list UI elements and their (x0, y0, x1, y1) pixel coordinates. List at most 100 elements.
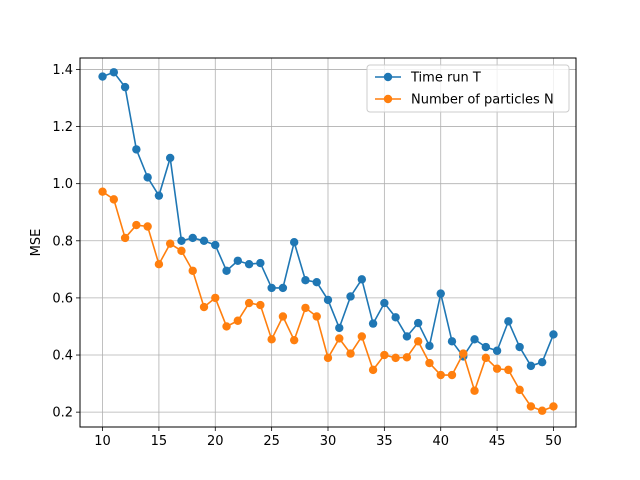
data-point (549, 330, 558, 339)
data-point (120, 82, 130, 92)
data-point (368, 319, 378, 328)
data-point (402, 353, 412, 362)
y-tick-label: 1.0 (52, 177, 73, 192)
y-tick-label: 1.2 (52, 120, 73, 135)
data-point (199, 302, 209, 312)
data-point (436, 370, 445, 380)
data-point (470, 335, 479, 344)
data-point (335, 323, 344, 333)
series-2 (98, 187, 558, 415)
data-point (109, 68, 119, 77)
data-point (301, 275, 310, 285)
legend-label: Time run T (410, 71, 481, 86)
legend-marker (383, 94, 393, 104)
data-point (492, 346, 502, 355)
data-point (526, 402, 536, 411)
data-point (346, 292, 355, 301)
data-point (256, 300, 265, 310)
data-point (549, 402, 558, 411)
data-point (323, 353, 333, 363)
x-tick-label: 30 (320, 434, 337, 449)
data-point (515, 342, 524, 352)
data-point (132, 145, 141, 154)
data-point (98, 187, 107, 196)
legend-label: Number of particles N (411, 93, 554, 108)
data-point (492, 364, 502, 373)
data-point (109, 195, 119, 204)
data-point (165, 153, 175, 163)
data-point (154, 260, 164, 269)
data-point (368, 365, 378, 375)
data-point (335, 334, 344, 343)
data-point (188, 233, 197, 243)
data-point (447, 337, 457, 346)
data-point (413, 337, 423, 346)
data-point (211, 293, 220, 303)
data-point (391, 313, 400, 322)
data-point (504, 317, 513, 326)
data-point (278, 283, 288, 293)
data-point (177, 246, 186, 255)
data-point (481, 353, 491, 363)
data-point (244, 298, 254, 308)
y-tick-label: 0.8 (52, 234, 73, 249)
data-point (470, 386, 479, 395)
y-tick-label: 0.2 (52, 406, 73, 421)
x-tick-label: 35 (376, 434, 393, 449)
x-tick-label: 50 (545, 434, 562, 449)
data-point (154, 191, 164, 200)
x-tick-label: 45 (489, 434, 506, 449)
legend-marker (383, 72, 393, 82)
data-point (267, 283, 276, 293)
series-group (98, 68, 558, 415)
data-point (143, 222, 152, 231)
data-point (278, 312, 288, 321)
data-point (143, 173, 152, 182)
x-tick-label: 20 (207, 434, 224, 449)
data-point (120, 233, 130, 243)
data-point (515, 385, 524, 395)
x-tick-label: 15 (151, 434, 168, 449)
data-point (132, 220, 141, 230)
y-axis-label: MSE (29, 229, 44, 257)
data-point (391, 353, 400, 363)
data-point (323, 295, 333, 305)
data-point (267, 335, 276, 344)
data-point (425, 341, 434, 351)
data-point (256, 258, 265, 268)
data-point (380, 298, 389, 308)
data-point (199, 236, 209, 245)
data-point (447, 370, 457, 380)
data-point (188, 266, 197, 275)
y-tick-label: 0.6 (52, 291, 73, 306)
x-tick-label: 10 (94, 434, 111, 449)
data-point (402, 332, 412, 341)
data-point (312, 277, 321, 287)
y-tick-label: 1.4 (52, 63, 73, 78)
data-point (233, 316, 243, 325)
legend: Time run T Number of particles N (366, 64, 570, 113)
data-point (211, 240, 220, 250)
data-point (289, 238, 299, 247)
data-point (346, 349, 355, 358)
data-point (222, 266, 231, 275)
data-point (537, 406, 547, 415)
y-tick-label: 0.4 (52, 349, 73, 364)
legend-box (366, 64, 570, 113)
data-point (357, 332, 367, 341)
data-point (312, 312, 321, 321)
data-point (481, 342, 491, 352)
data-point (380, 350, 389, 360)
data-point (413, 318, 423, 328)
data-point (177, 236, 186, 245)
data-point (165, 239, 175, 248)
x-tick-label: 25 (263, 434, 280, 449)
data-point (459, 349, 468, 358)
data-point (537, 357, 547, 367)
data-point (357, 275, 367, 284)
data-point (222, 322, 231, 331)
data-point (289, 335, 299, 345)
data-point (504, 365, 513, 375)
data-point (425, 358, 434, 368)
